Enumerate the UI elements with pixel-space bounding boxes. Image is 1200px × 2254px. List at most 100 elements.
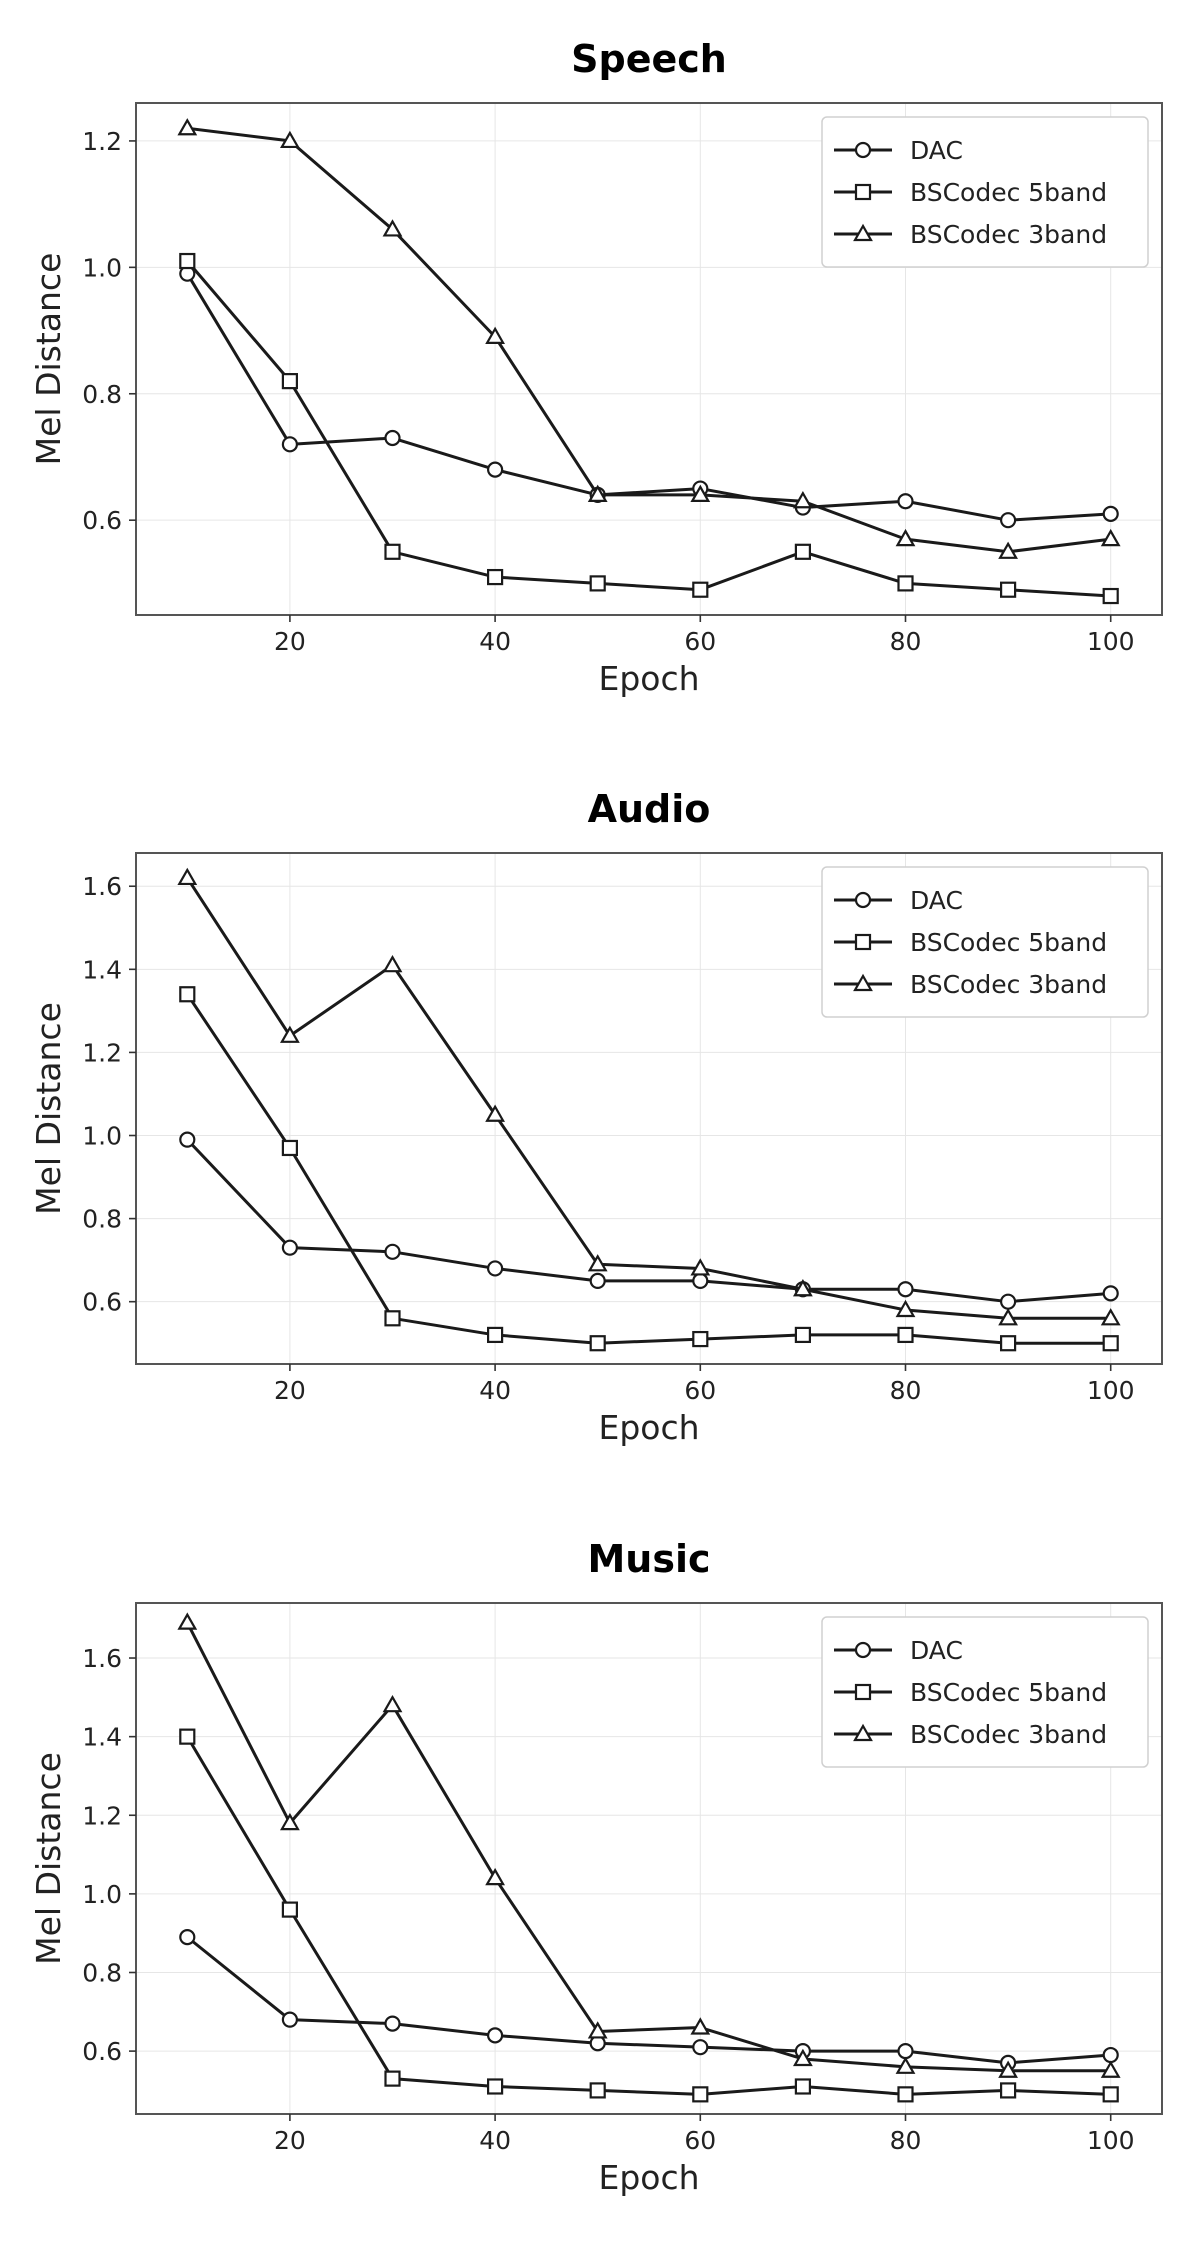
data-point-square [999, 1335, 1017, 1352]
series-square [179, 986, 1119, 1352]
data-point-circle [281, 2011, 298, 2028]
data-point-square [179, 1728, 196, 1745]
data-point-triangle [1100, 2060, 1121, 2078]
series-circle [179, 265, 1119, 529]
data-point-triangle [280, 1025, 300, 1043]
data-point-circle [897, 1281, 914, 1298]
x-tick-label: 20 [274, 627, 306, 656]
data-point-square [1102, 587, 1119, 605]
legend-marker-circle [854, 141, 872, 159]
legend-label: BSCodec 3band [910, 220, 1107, 249]
series-square [179, 1728, 1119, 2103]
chart-title: Speech [571, 37, 727, 81]
data-point-circle [487, 461, 504, 478]
legend: DAC BSCodec 5band BSCodec 3band [821, 866, 1149, 1018]
y-tick-label: 1.0 [82, 1122, 122, 1151]
data-point-square [692, 2086, 709, 2103]
data-point-triangle [382, 1694, 403, 1713]
x-axis-label: Epoch [598, 2158, 699, 2197]
y-axis-label: Mel Distance [29, 1752, 68, 1965]
data-point-triangle [485, 326, 505, 344]
data-point-circle [897, 2043, 914, 2060]
data-point-circle [999, 512, 1017, 529]
series-line [186, 993, 1111, 1345]
data-point-square [384, 543, 401, 560]
y-tick-label: 1.2 [82, 127, 122, 156]
data-point-square [999, 581, 1017, 598]
data-point-square [794, 543, 812, 560]
data-point-triangle [793, 1279, 813, 1297]
x-tick-label: 100 [1087, 1376, 1135, 1405]
legend-box [821, 1616, 1149, 1768]
x-axis-label: Epoch [598, 1408, 699, 1447]
data-point-square [179, 252, 196, 270]
y-axis-label: Mel Distance [29, 253, 68, 466]
data-point-square [487, 2078, 504, 2095]
x-tick-label: 80 [890, 627, 922, 656]
data-point-square [179, 986, 196, 1003]
legend-label: BSCodec 5band [910, 928, 1107, 957]
data-point-triangle [485, 1104, 505, 1122]
data-point-square [281, 1901, 298, 1918]
data-point-triangle [177, 1612, 198, 1630]
legend-label: DAC [910, 136, 963, 165]
y-tick-label: 0.6 [82, 506, 122, 535]
data-point-triangle [690, 1258, 711, 1276]
data-point-circle [999, 1293, 1017, 1310]
data-point-circle [384, 2015, 401, 2032]
x-tick-label: 40 [479, 627, 511, 656]
data-point-triangle [587, 1254, 608, 1272]
data-point-square [589, 1335, 606, 1352]
data-point-triangle [998, 1308, 1018, 1326]
legend-label: BSCodec 3band [910, 1720, 1107, 1749]
y-tick-label: 1.4 [82, 1723, 122, 1752]
legend-label: DAC [910, 1636, 963, 1665]
data-point-square [999, 2082, 1017, 2099]
chart-panel-audio: Audio 20 40 60 80 100 0.6 0.8 1.0 1.2 1.4 1.6 Epoch M… [29, 787, 1163, 1447]
y-tick-label: 1.6 [82, 872, 122, 901]
series-line [186, 260, 1111, 598]
y-tick-label: 1.0 [82, 253, 122, 282]
x-tick-label: 100 [1087, 627, 1135, 656]
x-tick-label: 40 [479, 1376, 511, 1405]
legend-marker-square [854, 1683, 872, 1701]
data-point-triangle [793, 491, 813, 509]
data-point-circle [1102, 2046, 1119, 2064]
data-point-triangle [690, 484, 711, 503]
y-tick-label: 0.8 [82, 1205, 122, 1234]
data-point-circle [281, 1239, 298, 1256]
x-tick-label: 60 [684, 627, 716, 656]
data-point-circle [384, 1243, 401, 1260]
data-point-triangle [1100, 528, 1121, 547]
legend-marker-circle [854, 1641, 872, 1659]
y-tick-label: 1.6 [82, 1644, 122, 1673]
data-point-triangle [895, 2056, 916, 2074]
legend-label: BSCodec 5band [910, 178, 1107, 207]
y-tick-label: 0.6 [82, 2037, 122, 2066]
series-circle [179, 1929, 1119, 2071]
data-point-circle [1102, 1285, 1119, 1302]
x-axis-label: Epoch [598, 659, 699, 698]
legend-marker-square [854, 933, 872, 951]
y-tick-label: 1.2 [82, 1038, 122, 1067]
data-point-triangle [1100, 1308, 1121, 1326]
plot-frame [135, 1602, 1163, 2115]
legend-box [821, 866, 1149, 1018]
data-point-triangle [587, 484, 608, 503]
data-point-triangle [895, 1299, 916, 1318]
data-point-triangle [587, 2021, 608, 2039]
y-tick-label: 1.4 [82, 955, 122, 984]
data-point-triangle [280, 130, 300, 149]
data-point-square [384, 1310, 401, 1327]
legend-marker-triangle [853, 223, 873, 242]
data-point-circle [487, 2027, 504, 2044]
legend: DAC BSCodec 5band BSCodec 3band [821, 1616, 1149, 1768]
data-point-triangle [485, 1867, 505, 1886]
y-tick-label: 0.8 [82, 1958, 122, 1987]
x-tick-label: 60 [684, 1376, 716, 1405]
data-point-square [794, 1326, 812, 1344]
series-line [186, 877, 1111, 1320]
data-point-triangle [177, 118, 198, 136]
series-triangle [177, 1612, 1121, 2078]
